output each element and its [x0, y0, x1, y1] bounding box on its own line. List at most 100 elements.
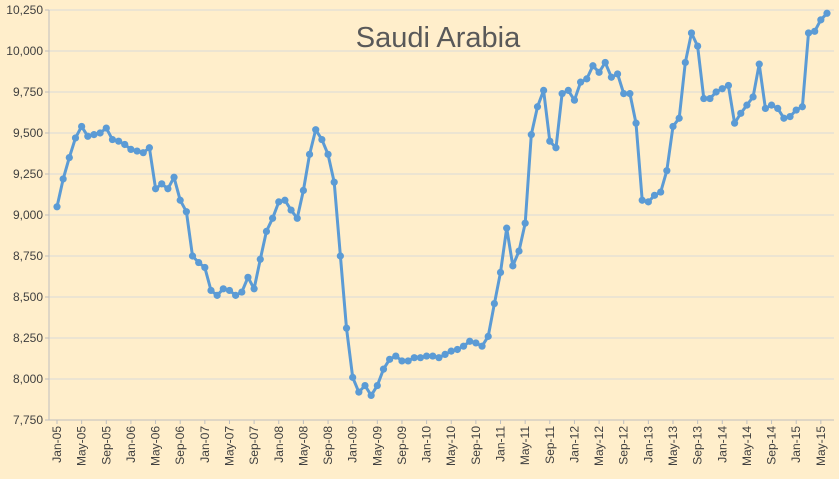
data-point	[195, 258, 203, 267]
data-point	[305, 150, 314, 158]
y-tick-label: 8,250	[13, 331, 43, 345]
data-point	[632, 119, 640, 127]
data-point	[552, 144, 560, 152]
data-point	[570, 96, 579, 104]
y-tick-label: 7,750	[13, 413, 43, 427]
data-point	[459, 342, 468, 350]
x-tick-label: May-13	[666, 426, 680, 466]
data-point	[496, 268, 505, 276]
data-point	[817, 16, 825, 24]
data-point	[151, 185, 160, 193]
y-tick-label: 8,000	[13, 372, 43, 386]
data-point	[373, 381, 381, 390]
data-point	[687, 29, 696, 37]
data-point	[441, 350, 449, 358]
data-point	[540, 86, 548, 94]
data-point	[774, 104, 782, 112]
data-point	[755, 60, 763, 68]
data-point	[256, 255, 264, 263]
data-point	[336, 252, 344, 260]
data-point	[232, 291, 240, 299]
data-point	[478, 342, 486, 350]
x-tick-label: Sep-09	[395, 426, 409, 465]
x-tick-label: Jan-07	[198, 426, 212, 463]
data-point	[466, 337, 474, 345]
data-point	[484, 332, 492, 340]
data-point	[386, 355, 394, 363]
y-tick-label: 9,250	[13, 167, 43, 181]
x-tick-label: Sep-12	[617, 426, 631, 465]
x-tick-label: Jan-09	[346, 426, 360, 463]
x-tick-label: Sep-05	[99, 426, 113, 465]
x-tick-label: Jan-13	[641, 426, 655, 463]
data-point	[312, 126, 320, 134]
x-tick-label: May-08	[296, 426, 310, 466]
x-tick-label: May-07	[222, 426, 236, 466]
x-tick-label: May-05	[75, 426, 89, 466]
data-point	[472, 339, 480, 347]
data-point	[361, 381, 369, 390]
data-point	[804, 29, 813, 37]
data-point	[675, 114, 683, 122]
data-point	[583, 75, 591, 83]
data-point	[139, 149, 147, 157]
data-point	[743, 101, 751, 109]
data-point	[638, 196, 646, 204]
data-point	[589, 62, 597, 70]
data-point	[367, 391, 375, 399]
x-tick-label: May-14	[740, 426, 754, 466]
x-tick-label: Jan-14	[715, 426, 729, 463]
data-point	[792, 106, 800, 114]
data-point	[164, 185, 172, 193]
data-point	[577, 78, 585, 86]
x-tick-label: Jan-08	[272, 426, 286, 463]
data-point	[207, 286, 215, 295]
data-point	[429, 352, 437, 360]
data-point	[65, 154, 73, 162]
data-point	[681, 58, 689, 67]
data-point	[318, 135, 326, 144]
data-point	[392, 352, 400, 360]
data-point	[669, 122, 677, 131]
data-point	[219, 285, 227, 293]
x-tick-label: May-10	[444, 426, 458, 466]
data-point	[546, 137, 554, 145]
data-point	[761, 104, 770, 112]
data-point	[127, 145, 135, 153]
data-point	[706, 94, 714, 103]
y-tick-label: 8,750	[13, 249, 43, 263]
x-tick-label: Sep-10	[469, 426, 483, 465]
data-point	[53, 203, 61, 211]
x-tick-label: Jan-05	[50, 426, 64, 463]
x-tick-label: May-11	[518, 426, 532, 465]
data-point	[84, 132, 92, 140]
data-point	[182, 208, 190, 216]
data-point	[490, 299, 498, 308]
data-point	[521, 219, 529, 227]
data-point	[349, 373, 357, 381]
x-tick-label: Sep-13	[691, 426, 705, 465]
data-point	[213, 291, 221, 299]
data-point	[724, 81, 733, 90]
data-point	[423, 352, 431, 360]
x-tick-label: Jan-11	[494, 426, 508, 462]
x-tick-label: Jan-15	[789, 426, 803, 463]
data-point	[509, 262, 517, 270]
data-point	[731, 119, 739, 127]
chart-title: Saudi Arabia	[355, 22, 521, 54]
data-point	[225, 286, 234, 295]
data-point	[78, 122, 86, 131]
data-point	[613, 70, 622, 78]
data-point	[201, 263, 209, 272]
data-point	[700, 94, 708, 103]
x-tick-label: Jan-12	[567, 426, 581, 463]
data-point	[712, 88, 720, 96]
data-point	[404, 357, 412, 365]
data-point	[595, 68, 603, 76]
data-point	[453, 345, 461, 354]
data-point	[250, 285, 258, 293]
data-point	[59, 175, 67, 183]
x-tick-label: Jan-06	[124, 426, 138, 463]
data-point	[170, 173, 178, 181]
